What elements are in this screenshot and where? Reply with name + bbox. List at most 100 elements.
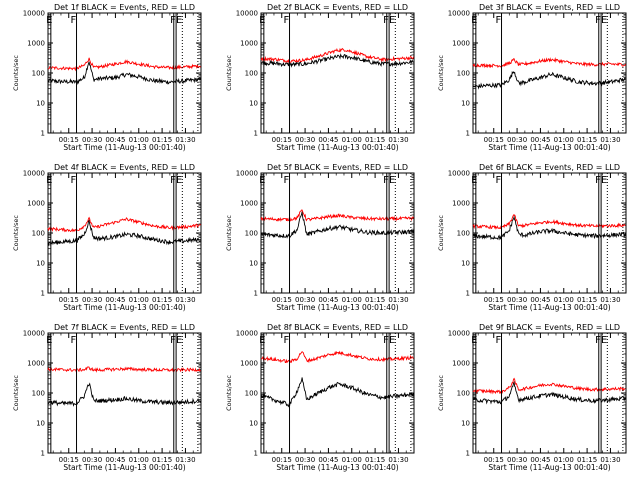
x-tick-label: 01:30: [600, 296, 620, 304]
interval-marker-label: F: [170, 15, 176, 26]
x-axis-label: Start Time (11-Aug-13 00:01:40): [63, 463, 185, 472]
series-line-lld: [47, 366, 201, 373]
y-tick-label: 1: [41, 290, 45, 298]
interval-marker-label: E: [259, 175, 265, 186]
y-axis-label: Counts/sec: [437, 215, 445, 251]
y-tick-label: 100: [32, 390, 45, 398]
chart-panel-8: Det 8f BLACK = Events, RED = LLD 1 10 100 10…: [225, 323, 415, 472]
x-tick-label: 00:30: [507, 296, 527, 304]
x-tick-label: 01:15: [577, 136, 597, 144]
interval-marker-label: F: [595, 335, 601, 346]
y-tick-label: 1000: [27, 200, 45, 208]
chart-title: Det 9f BLACK = Events, RED = LLD: [479, 323, 620, 332]
series-line-events: [472, 215, 626, 241]
y-tick-label: 1: [41, 450, 45, 458]
series-line-lld: [260, 209, 414, 222]
y-tick-label: 10: [249, 420, 258, 428]
interval-marker-label: F: [284, 335, 290, 346]
series-line-lld: [472, 214, 626, 230]
series-line-lld: [47, 216, 201, 233]
plot-frame: [260, 332, 415, 454]
y-tick-label: 10000: [236, 10, 258, 18]
series-line-events: [260, 53, 414, 68]
y-tick-label: 10000: [23, 10, 45, 18]
interval-marker-label: E: [389, 15, 395, 26]
interval-marker-label: E: [259, 15, 265, 26]
chart-panel-7: Det 7f BLACK = Events, RED = LLD 1 10 100 10…: [12, 323, 202, 472]
x-axis-label: Start Time (11-Aug-13 00:01:40): [276, 143, 398, 152]
interval-marker-label: F: [170, 175, 176, 186]
y-tick-label: 100: [32, 230, 45, 238]
interval-marker-label: E: [46, 175, 52, 186]
interval-marker-label: F: [496, 15, 502, 26]
series-line-events: [47, 219, 201, 246]
interval-marker-label: F: [71, 335, 77, 346]
y-tick-label: 10: [461, 100, 470, 108]
interval-marker-label: E: [176, 335, 182, 346]
x-tick-label: 01:00: [554, 136, 574, 144]
interval-marker-label: E: [46, 15, 52, 26]
y-tick-label: 1: [41, 130, 45, 138]
chart-panel-2: Det 2f BLACK = Events, RED = LLD 1 10 100 10…: [225, 3, 415, 152]
x-tick-label: 00:30: [82, 296, 102, 304]
interval-marker-label: F: [170, 335, 176, 346]
plot-frame: [472, 12, 627, 134]
x-tick-label: 00:30: [507, 136, 527, 144]
y-axis-label: Counts/sec: [437, 55, 445, 91]
x-axis-label: Start Time (11-Aug-13 00:01:40): [276, 463, 398, 472]
x-tick-label: 00:15: [59, 296, 79, 304]
x-tick-label: 00:30: [295, 136, 315, 144]
x-tick-label: 00:15: [272, 136, 292, 144]
interval-marker-label: F: [383, 335, 389, 346]
y-tick-label: 10: [461, 260, 470, 268]
x-tick-label: 01:30: [600, 136, 620, 144]
y-tick-label: 100: [457, 390, 470, 398]
x-tick-label: 00:15: [272, 456, 292, 464]
interval-marker-label: F: [383, 175, 389, 186]
x-tick-label: 01:00: [342, 456, 362, 464]
x-tick-label: 01:00: [129, 296, 149, 304]
y-axis-label: Counts/sec: [225, 215, 233, 251]
chart-panel-6: Det 6f BLACK = Events, RED = LLD 1 10 100 10…: [437, 163, 627, 312]
interval-marker-label: E: [601, 175, 607, 186]
x-tick-label: 01:30: [175, 136, 195, 144]
x-tick-label: 01:00: [554, 296, 574, 304]
interval-marker-label: E: [471, 175, 477, 186]
plot-frame: [47, 12, 202, 134]
interval-marker-label: E: [389, 335, 395, 346]
y-axis-label: Counts/sec: [437, 375, 445, 411]
y-tick-label: 10000: [448, 10, 470, 18]
series-line-events: [472, 70, 626, 90]
y-tick-label: 100: [245, 230, 258, 238]
y-axis-label: Counts/sec: [225, 55, 233, 91]
y-tick-label: 1: [254, 450, 258, 458]
x-tick-label: 00:15: [59, 456, 79, 464]
chart-title: Det 1f BLACK = Events, RED = LLD: [54, 3, 195, 12]
x-tick-label: 00:45: [530, 136, 550, 144]
x-tick-label: 00:30: [82, 456, 102, 464]
y-tick-label: 10000: [236, 330, 258, 338]
x-tick-label: 00:15: [484, 296, 504, 304]
x-tick-label: 00:45: [530, 456, 550, 464]
y-tick-label: 1000: [452, 360, 470, 368]
y-tick-label: 10: [461, 420, 470, 428]
interval-marker-label: F: [71, 15, 77, 26]
series-line-events: [47, 61, 201, 85]
x-tick-label: 00:45: [318, 296, 338, 304]
series-line-lld: [47, 57, 201, 72]
chart-panel-9: Det 9f BLACK = Events, RED = LLD 1 10 100 10…: [437, 323, 627, 472]
x-tick-label: 01:15: [365, 296, 385, 304]
x-tick-label: 01:15: [365, 456, 385, 464]
x-tick-label: 01:00: [342, 136, 362, 144]
y-tick-label: 10000: [23, 170, 45, 178]
series-line-events: [260, 377, 414, 408]
series-line-lld: [472, 377, 626, 395]
interval-marker-label: E: [176, 15, 182, 26]
interval-marker-label: F: [496, 335, 502, 346]
interval-marker-label: F: [496, 175, 502, 186]
x-tick-label: 00:30: [295, 456, 315, 464]
series-line-events: [472, 381, 626, 405]
x-tick-label: 01:30: [600, 456, 620, 464]
y-axis-label: Counts/sec: [225, 375, 233, 411]
x-tick-label: 01:15: [152, 456, 172, 464]
